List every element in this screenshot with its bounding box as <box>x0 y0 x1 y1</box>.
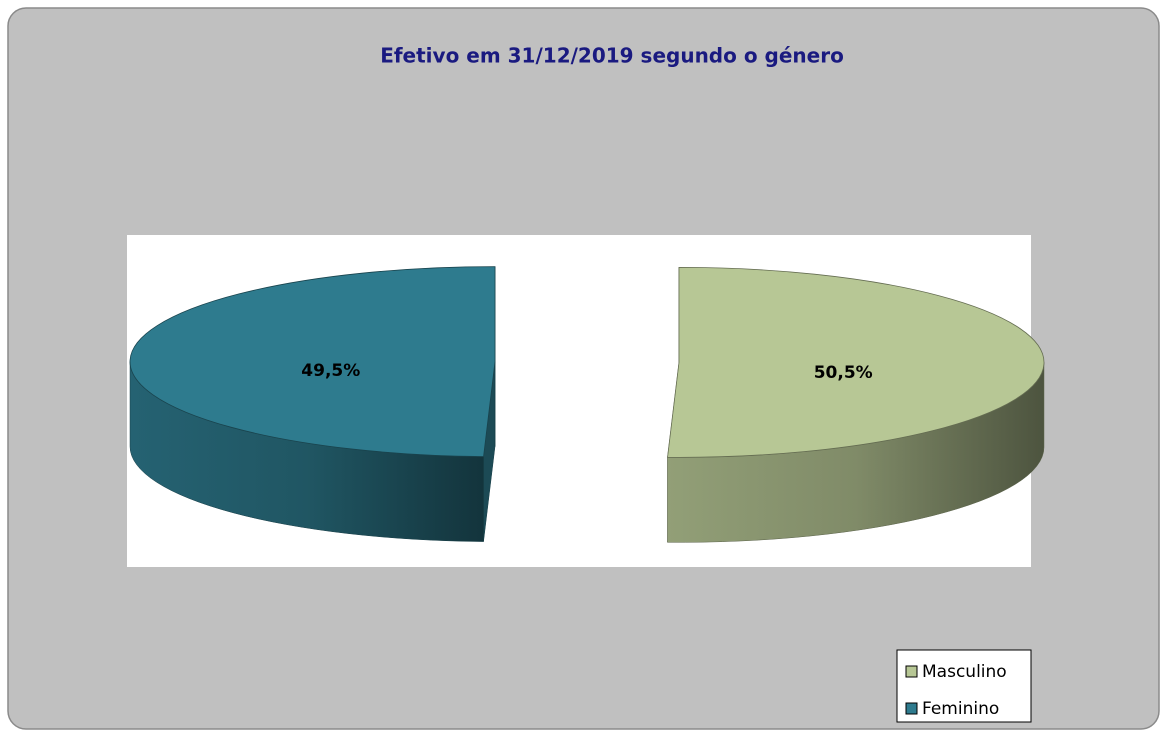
legend <box>896 649 1032 723</box>
chart-title: Efetivo em 31/12/2019 segundo o género <box>380 44 844 68</box>
data-label: 50,5% <box>814 363 873 383</box>
pie: 50,5% 49,5% <box>129 266 1045 543</box>
legend-swatch <box>905 702 918 715</box>
legend-items: Masculino Feminino <box>905 662 1007 719</box>
slice-top <box>129 266 496 457</box>
legend-swatch <box>905 665 918 678</box>
slice <box>129 266 496 542</box>
legend-label: Feminino <box>922 699 999 719</box>
slice <box>667 266 1045 543</box>
legend-label: Masculino <box>922 662 1007 682</box>
data-label: 49,5% <box>301 361 360 381</box>
slice-top <box>667 266 1045 458</box>
